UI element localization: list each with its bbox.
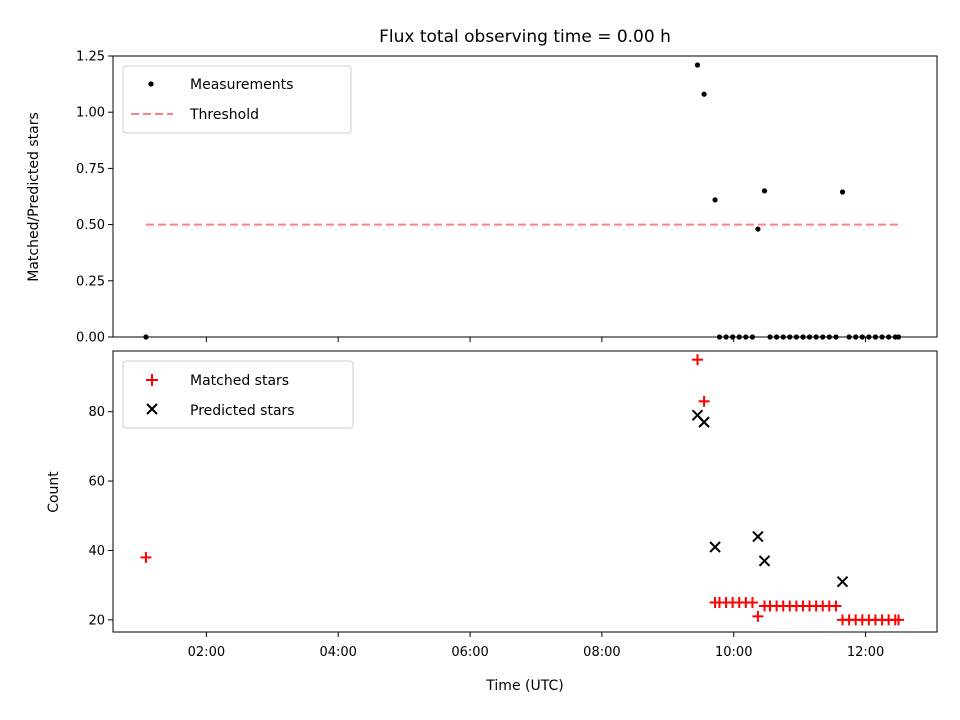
predicted-star-stroke-b xyxy=(752,530,764,543)
matched-star-point xyxy=(140,551,152,563)
measurement-point xyxy=(826,334,832,340)
predicted-stars-points xyxy=(691,409,849,588)
x-tick-label: 06:00 xyxy=(451,645,488,660)
ratio-y-axis-label: Matched/Predicted stars xyxy=(26,112,42,282)
measurement-point xyxy=(773,334,780,340)
measurement-point xyxy=(712,197,718,203)
measurement-point xyxy=(730,334,736,340)
legend-measurements-marker xyxy=(148,81,154,87)
predicted-star-stroke-b xyxy=(698,416,710,428)
matched-star-point xyxy=(746,597,758,609)
measurement-point xyxy=(761,188,768,194)
measurement-point xyxy=(736,334,742,340)
measurement-point xyxy=(859,334,865,340)
counts-x-ticks: 02:00 04:00 06:00 08:00 10:00 12:00 xyxy=(188,632,884,660)
x-tick-label: 08:00 xyxy=(583,645,620,660)
ratio-legend: Measurements Threshold xyxy=(122,65,352,134)
ratio-legend-box xyxy=(122,65,352,134)
ratio-y-tick-label: 1.00 xyxy=(76,106,105,121)
predicted-star-point xyxy=(698,416,710,428)
counts-y-tick-label: 80 xyxy=(88,405,105,420)
legend-predicted-marker xyxy=(146,403,158,415)
counts-y-tick-label: 60 xyxy=(88,475,105,490)
legend-measurements-label: Measurements xyxy=(190,77,293,93)
predicted-star-point xyxy=(758,555,771,567)
matched-star-point xyxy=(830,600,842,612)
counts-y-ticks: 20 40 60 80 xyxy=(88,405,113,628)
counts-axes-frame xyxy=(112,350,938,633)
legend-matched-marker xyxy=(146,374,158,386)
measurement-point xyxy=(143,334,149,340)
ratio-axes-frame xyxy=(112,55,938,338)
x-tick-label: 12:00 xyxy=(847,645,884,660)
measurement-point xyxy=(780,334,786,340)
ratio-y-tick-label: 0.00 xyxy=(76,331,105,346)
measurement-point xyxy=(723,334,729,340)
measurement-point xyxy=(716,334,723,340)
measurement-point xyxy=(806,334,813,340)
measurement-point xyxy=(895,334,902,340)
measurement-point xyxy=(701,91,707,97)
predicted-star-point xyxy=(752,530,764,543)
measurement-point xyxy=(853,334,859,340)
measurement-point xyxy=(879,334,885,340)
measurement-point xyxy=(800,334,806,340)
ratio-y-tick-label: 0.25 xyxy=(76,274,105,289)
predicted-star-point xyxy=(836,575,849,588)
x-tick-label: 10:00 xyxy=(715,645,752,660)
measurement-point xyxy=(813,334,819,340)
ratio-y-tick-label: 1.25 xyxy=(76,50,105,65)
measurement-point xyxy=(767,334,773,340)
legend-matched-label: Matched stars xyxy=(190,373,289,389)
measurement-point xyxy=(694,62,701,68)
x-tick-label: 04:00 xyxy=(319,645,356,660)
ratio-y-tick-label: 0.50 xyxy=(76,218,105,233)
measurement-point xyxy=(839,189,846,195)
measurement-point xyxy=(846,334,852,340)
measurement-point xyxy=(820,334,826,340)
measurement-point xyxy=(872,334,879,340)
counts-y-tick-label: 40 xyxy=(88,544,105,559)
counts-legend: Matched stars Predicted stars xyxy=(122,360,354,429)
measurement-point xyxy=(749,334,756,340)
measurement-point xyxy=(793,334,799,340)
matched-star-point xyxy=(752,610,764,622)
measurement-points xyxy=(143,62,902,340)
ratio-y-ticks: 0.00 0.25 0.50 0.75 1.00 1.25 xyxy=(76,50,113,346)
measurement-point xyxy=(743,334,749,340)
counts-y-tick-label: 20 xyxy=(88,613,105,628)
measurement-point xyxy=(833,334,839,340)
counts-y-axis-label: Count xyxy=(46,471,62,513)
chart-title: Flux total observing time = 0.00 h xyxy=(379,27,671,47)
x-axis-label: Time (UTC) xyxy=(485,678,563,694)
ratio-panel: 0.00 0.25 0.50 0.75 1.00 1.25 Matched/Predict… xyxy=(26,50,938,346)
predicted-star-stroke-b xyxy=(691,409,704,421)
matched-star-point xyxy=(691,354,703,366)
matched-star-point xyxy=(698,395,710,407)
matched-star-point xyxy=(893,614,905,626)
legend-predicted-label: Predicted stars xyxy=(190,403,295,419)
counts-legend-box xyxy=(122,360,354,429)
matched-stars-points xyxy=(140,354,905,626)
predicted-star-stroke-b xyxy=(709,541,721,553)
ratio-y-tick-label: 0.75 xyxy=(76,162,105,177)
legend-threshold-label: Threshold xyxy=(189,107,259,123)
predicted-star-stroke-b xyxy=(836,575,849,588)
measurement-point xyxy=(787,334,793,340)
measurement-point xyxy=(755,226,761,232)
predicted-star-point xyxy=(709,541,721,553)
measurement-point xyxy=(886,334,892,340)
measurement-point xyxy=(866,334,872,340)
x-tick-label: 02:00 xyxy=(188,645,225,660)
predicted-star-stroke-b xyxy=(758,555,771,567)
